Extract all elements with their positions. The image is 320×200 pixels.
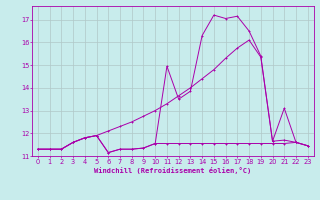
X-axis label: Windchill (Refroidissement éolien,°C): Windchill (Refroidissement éolien,°C) bbox=[94, 167, 252, 174]
